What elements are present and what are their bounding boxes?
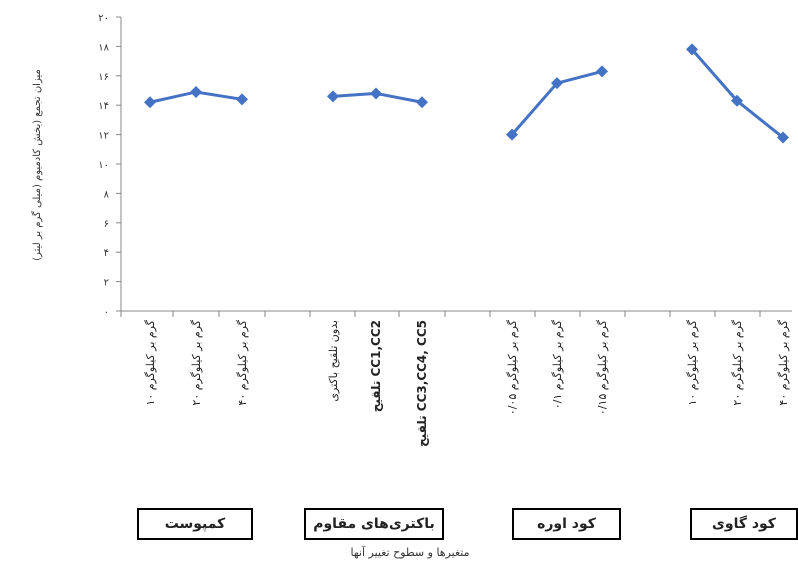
x-tick-label: ۱۰ گرم بر کیلوگرم <box>144 319 157 405</box>
y-tick-label: ۶ <box>104 219 109 230</box>
x-tick-label: ۴۰ گرم بر کیلوگرم <box>236 319 249 405</box>
y-tick-label: ۲ <box>104 278 109 289</box>
y-tick-label: ۱۲ <box>98 131 109 142</box>
group-label-box: کمپوست <box>137 508 253 540</box>
y-tick-label: ۱۰ <box>98 160 109 171</box>
y-tick-label: ۴ <box>104 248 109 259</box>
x-tick-label: ۰/۰۵ گرم بر کیلوگرم <box>506 319 519 415</box>
y-axis-label: میزان تجمع (بخش کادمیوم (میلی گرم بر لیت… <box>31 69 43 261</box>
group-label-box: باکتری‌های مقاوم <box>304 508 444 540</box>
y-tick-label: ۲۰ <box>98 13 109 24</box>
y-tick-label: ۱۶ <box>98 72 109 83</box>
series <box>144 43 789 144</box>
data-point <box>236 93 248 106</box>
x-tick-label: ۰/۱ گرم بر کیلوگرم <box>551 319 564 409</box>
data-point <box>327 90 339 103</box>
group-label-box: کود اوره <box>512 508 621 540</box>
x-tick-labels: ۱۰ گرم بر کیلوگرم ۲۰ گرم بر کیلوگرم ۴۰ گرم… <box>144 319 790 447</box>
group-label-box: کود گاوی <box>690 508 798 540</box>
data-point <box>686 43 698 56</box>
x-tick-label: تلقیح CC3,CC4, CC5 <box>415 320 429 447</box>
data-point <box>551 77 563 90</box>
series-line-4 <box>690 48 784 139</box>
data-point <box>596 65 608 78</box>
x-tick-label: ۴۰ گرم بر کیلوگرم <box>777 319 790 405</box>
y-tick-label: ۱۸ <box>98 42 109 53</box>
data-point <box>370 87 382 100</box>
x-tick-label: ۲۰ گرم بر کیلوگرم <box>190 319 203 405</box>
data-point <box>506 128 518 141</box>
data-point <box>416 96 428 109</box>
y-tick-label: ۰ <box>104 307 109 318</box>
x-tick-label: تلقیح CC1,CC2 <box>369 320 383 412</box>
x-tick-label: ۲۰ گرم بر کیلوگرم <box>731 319 744 405</box>
x-tick-label: بدون تلقیح باکتری <box>327 320 340 402</box>
y-axis: ۰ ۲ ۴ ۶ ۸ ۱۰ ۱۲ ۱۴ ۱۶ ۱۸ ۲۰ <box>98 13 122 318</box>
x-axis-label: متغیرها و سطوح تغییر آنها <box>350 546 470 559</box>
y-tick-label: ۸ <box>104 189 110 200</box>
data-point <box>144 96 156 109</box>
data-point <box>190 85 202 98</box>
data-point <box>777 131 789 144</box>
x-axis <box>120 310 792 317</box>
x-tick-label: ۱۰ گرم بر کیلوگرم <box>686 319 699 405</box>
y-tick-label: ۱۴ <box>98 101 109 112</box>
data-point <box>731 94 743 107</box>
x-tick-label: ۰/۱۵ گرم بر کیلوگرم <box>596 319 609 415</box>
